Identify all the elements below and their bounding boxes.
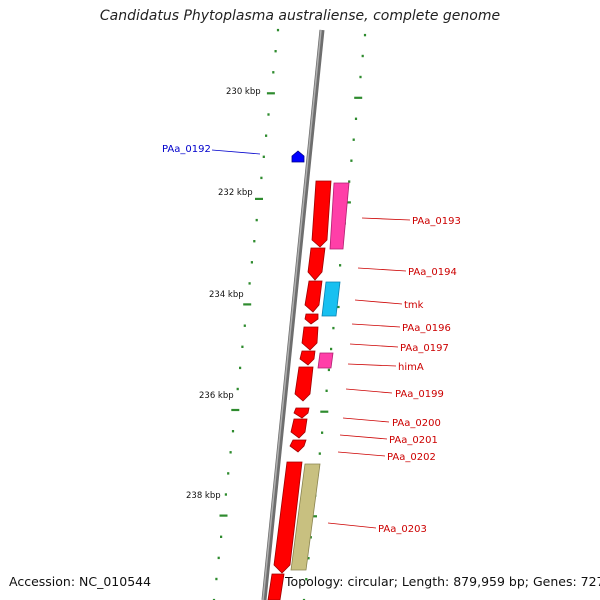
minor-tick (212, 598, 216, 600)
scale-label-238: 238 kbp (186, 491, 221, 501)
other-features (290, 182, 350, 571)
minor-tick (227, 472, 230, 475)
scale-label-234: 234 kbp (209, 290, 244, 300)
minor-tick (359, 75, 362, 79)
gene-label-paa-0203: PAa_0203 (378, 524, 427, 535)
minor-tick (243, 324, 246, 327)
scale-label-236: 236 kbp (199, 391, 234, 401)
minor-tick (276, 28, 280, 32)
minor-tick (352, 138, 355, 141)
minor-tick (302, 598, 306, 600)
minor-tick (239, 366, 242, 370)
minor-tick (262, 155, 265, 158)
gene-feature-paa-0192 (291, 150, 305, 163)
gene-tmk (304, 280, 323, 313)
minor-tick (330, 347, 333, 351)
minor-tick (250, 261, 253, 264)
gene-label-paa-0194: PAa_0194 (408, 267, 457, 278)
minor-tick (217, 556, 220, 560)
gene-labels: PAa_0192 PAa_0193 PAa_0194 tmk PAa_0196 … (162, 144, 461, 535)
minor-tick (339, 264, 342, 267)
gene-hima (299, 350, 316, 366)
minor-tick (363, 33, 367, 37)
minor-tick (274, 50, 277, 53)
scale-labels: 230 kbp 232 kbp 234 kbp 236 kbp 238 kbp (186, 87, 261, 501)
minor-tick (354, 117, 358, 120)
minor-tick (318, 452, 321, 455)
gene-paa-0201 (290, 418, 308, 439)
label-connectors (211, 149, 411, 529)
minor-tick (224, 493, 227, 496)
scale-label-232: 232 kbp (218, 188, 253, 198)
forward-strand-genes (267, 180, 332, 600)
minor-tick (231, 430, 235, 433)
gene-paa-0194 (307, 247, 326, 281)
gene-label-paa-0197: PAa_0197 (400, 343, 449, 354)
genome-backbone (261, 29, 325, 600)
major-tick (354, 96, 363, 99)
genome-summary-text: Topology: circular; Length: 879,959 bp; … (285, 574, 600, 589)
gene-label-hima: himA (398, 362, 424, 373)
gene-label-paa-0192: PAa_0192 (162, 144, 211, 155)
khaki-feature (290, 463, 321, 571)
accession-text: Accession: NC_010544 (9, 574, 152, 589)
gene-label-paa-0201: PAa_0201 (389, 435, 438, 446)
minor-tick (236, 387, 239, 391)
minor-tick (267, 113, 270, 116)
minor-tick (309, 536, 312, 539)
minor-tick (220, 535, 223, 538)
minor-tick (350, 159, 353, 162)
major-tick (266, 92, 275, 95)
minor-tick (327, 368, 330, 372)
scale-label-230: 230 kbp (226, 87, 261, 97)
minor-tick (305, 578, 308, 581)
magenta-feature-1 (329, 182, 350, 250)
minor-tick (265, 134, 268, 137)
map-title: Candidatus Phytoplasma australiense, com… (99, 8, 501, 24)
magenta-feature-2 (317, 352, 334, 369)
cyan-feature (321, 281, 341, 317)
minor-tick (361, 54, 364, 58)
minor-tick (332, 326, 335, 330)
gene-next (267, 573, 285, 600)
minor-tick (241, 345, 244, 348)
minor-tick (229, 451, 232, 454)
gene-paa-0199 (294, 366, 314, 402)
major-tick (255, 197, 263, 200)
minor-tick (307, 557, 310, 560)
minor-tick (215, 577, 218, 581)
gene-paa-0200 (293, 407, 310, 419)
major-tick (243, 303, 252, 306)
gene-paa-0193 (311, 180, 332, 248)
major-tick (219, 514, 228, 517)
minor-tick (260, 176, 263, 180)
minor-tick (253, 240, 256, 243)
gene-label-paa-0202: PAa_0202 (387, 452, 436, 463)
major-tick (231, 408, 240, 412)
gene-label-paa-0199: PAa_0199 (395, 389, 444, 400)
gene-label-tmk: tmk (404, 300, 424, 311)
gene-paa-0202 (289, 439, 307, 453)
gene-paa-0197 (301, 326, 319, 351)
minor-tick (325, 389, 328, 392)
gene-paa-0203 (273, 461, 303, 574)
minor-tick (255, 218, 258, 222)
gene-label-paa-0200: PAa_0200 (392, 418, 441, 429)
outer-tick-ring (212, 28, 280, 600)
minor-tick (272, 71, 275, 74)
minor-tick (321, 431, 324, 434)
gene-label-paa-0196: PAa_0196 (402, 323, 451, 334)
minor-tick (348, 180, 351, 183)
major-tick (320, 410, 329, 413)
minor-tick (248, 282, 251, 285)
gene-paa-0196 (304, 313, 319, 325)
gene-label-paa-0193: PAa_0193 (412, 216, 461, 227)
